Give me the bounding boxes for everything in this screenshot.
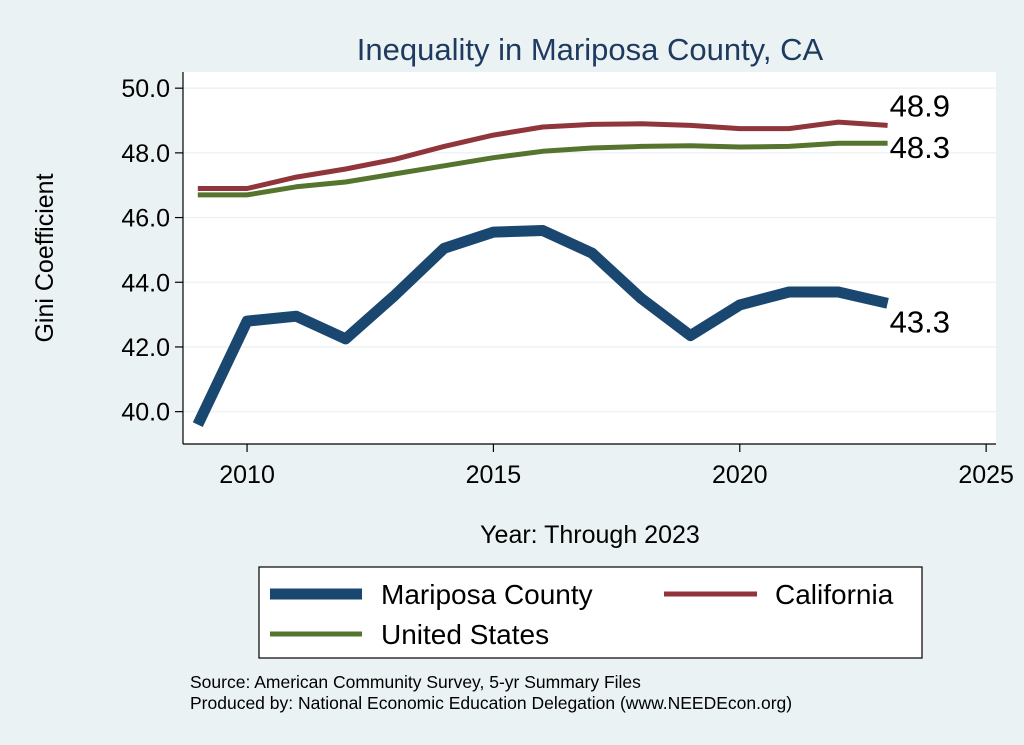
y-tick-label: 50.0 bbox=[121, 75, 170, 103]
y-axis-label: Gini Coefficient bbox=[31, 173, 59, 342]
series-line-mariposa-county bbox=[192, 225, 889, 427]
legend-label-mariposa-county: Mariposa County bbox=[381, 579, 593, 610]
x-axis-label: Year: Through 2023 bbox=[480, 521, 700, 549]
produced-by-note: Produced by: National Economic Education… bbox=[190, 693, 792, 713]
series-line-california bbox=[197, 119, 888, 191]
end-labels: 43.3 48.9 48.3 bbox=[890, 88, 950, 339]
end-label-united-states: 48.3 bbox=[890, 130, 950, 165]
chart-title: Inequality in Mariposa County, CA bbox=[357, 32, 824, 67]
y-tick-label: 46.0 bbox=[121, 205, 170, 233]
x-tick-label: 2025 bbox=[958, 461, 1014, 489]
x-tick-label: 2020 bbox=[712, 461, 768, 489]
y-tick-label: 40.0 bbox=[121, 399, 170, 427]
gridlines bbox=[183, 87, 996, 413]
series-line-united-states bbox=[197, 140, 888, 198]
legend-label-united-states: United States bbox=[381, 619, 549, 650]
legend-label-california: California bbox=[775, 579, 894, 610]
x-ticks: 2010 2015 2020 2025 bbox=[219, 444, 1014, 489]
y-tick-label: 42.0 bbox=[121, 334, 170, 362]
legend-box bbox=[258, 566, 923, 659]
source-note: Source: American Community Survey, 5-yr … bbox=[190, 672, 641, 692]
y-tick-label: 48.0 bbox=[121, 140, 170, 168]
legend: Mariposa County California United States bbox=[258, 566, 923, 659]
end-label-mariposa-county: 43.3 bbox=[890, 304, 950, 339]
x-tick-label: 2010 bbox=[219, 461, 275, 489]
y-tick-label: 44.0 bbox=[121, 269, 170, 297]
y-ticks: 40.0 42.0 44.0 46.0 48.0 50.0 bbox=[121, 75, 183, 427]
end-label-california: 48.9 bbox=[890, 88, 950, 123]
x-tick-label: 2015 bbox=[466, 461, 522, 489]
series-layer bbox=[192, 119, 889, 427]
